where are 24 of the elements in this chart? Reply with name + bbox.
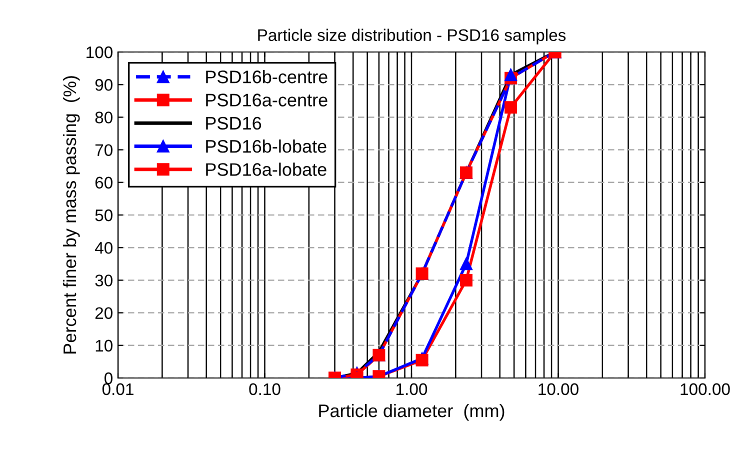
y-tick-label: 90	[95, 79, 112, 91]
y-tick-label: 100	[86, 46, 112, 58]
y-tick-label: 70	[95, 144, 112, 156]
y-tick-label: 80	[95, 112, 112, 124]
x-tick-label: 1.00	[396, 383, 428, 396]
y-tick-label: 30	[95, 274, 112, 286]
legend-label: PSD16b-lobate	[206, 140, 326, 153]
y-tick-label: 20	[95, 307, 112, 320]
y-tick-label: 40	[94, 242, 112, 254]
legend-label: PSD16	[206, 116, 262, 130]
legend-label: PSD16a-centre	[206, 94, 328, 106]
x-tick-label: 0.10	[249, 383, 280, 396]
legend-label: PSD16a-lobate	[206, 162, 326, 176]
x-tick-label: 10.00	[538, 383, 578, 396]
x-axis-title: Particle diameter (mm)	[319, 404, 504, 421]
y-tick-label: 10	[96, 340, 112, 352]
chart-title: Particle size distribution - PSD16 samples	[258, 28, 566, 44]
x-tick-label: 100.00	[680, 383, 730, 396]
y-axis-title: Percent finer by mass passing (%)	[62, 76, 80, 354]
legend-label: PSD16b-centre	[206, 70, 328, 84]
y-tick-label: 60	[95, 176, 112, 189]
y-tick-label: 0	[104, 372, 112, 384]
y-tick-label: 50	[95, 209, 112, 222]
x-tick-label: 0.01	[102, 383, 134, 396]
